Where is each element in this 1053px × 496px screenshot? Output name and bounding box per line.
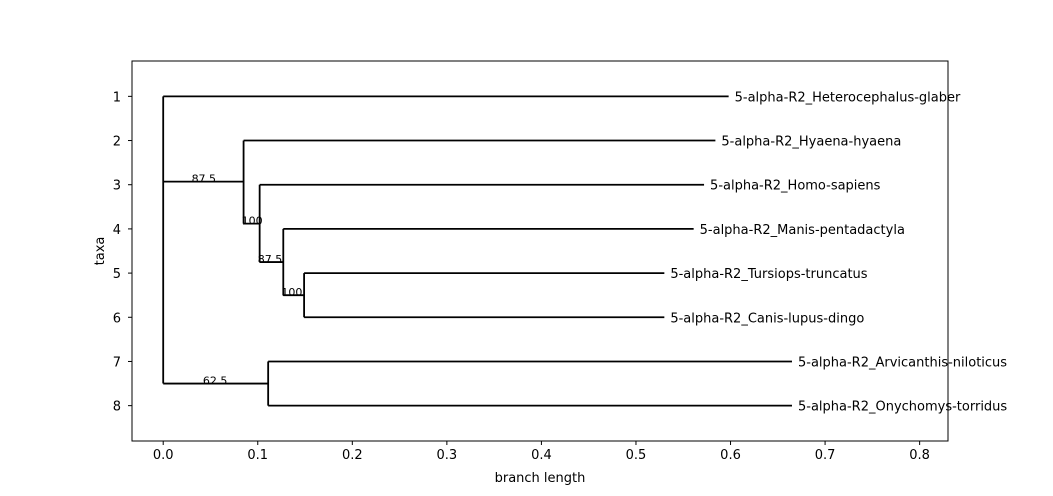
y-tick-label-7: 8 bbox=[113, 400, 121, 415]
y-tick-label-2: 3 bbox=[113, 179, 121, 194]
support-labels: 87.5 100 87.5 100 62.5 bbox=[192, 173, 303, 388]
y-tick-label-0: 1 bbox=[113, 90, 121, 105]
x-tick-label-2: 0.2 bbox=[342, 448, 363, 463]
taxon-label-2: 5-alpha-R2_Hyaena-hyaena bbox=[721, 135, 901, 150]
support-label-3: 100 bbox=[281, 286, 302, 299]
taxon-label-7: 5-alpha-R2_Arvicanthis-niloticus bbox=[798, 355, 1007, 370]
support-label-0: 87.5 bbox=[192, 173, 217, 186]
taxon-label-4: 5-alpha-R2_Manis-pentadactyla bbox=[700, 223, 905, 238]
support-label-4: 62.5 bbox=[203, 375, 228, 388]
support-label-1: 100 bbox=[242, 215, 263, 228]
x-axis-label: branch length bbox=[495, 471, 586, 486]
x-tick-label-7: 0.7 bbox=[815, 448, 836, 463]
x-tick-label-1: 0.1 bbox=[247, 448, 268, 463]
support-label-2: 87.5 bbox=[258, 253, 283, 266]
x-tick-label-8: 0.8 bbox=[909, 448, 930, 463]
tree-branches bbox=[162, 95, 792, 407]
x-axis-ticks: 0.0 0.1 0.2 0.3 0.4 0.5 0.6 0.7 0.8 bbox=[153, 441, 930, 463]
taxon-label-8: 5-alpha-R2_Onychomys-torridus bbox=[798, 400, 1007, 415]
y-axis-ticks: 1 2 3 4 5 6 7 8 bbox=[113, 90, 132, 415]
x-tick-label-4: 0.4 bbox=[531, 448, 552, 463]
y-tick-label-4: 5 bbox=[113, 267, 121, 282]
y-tick-label-5: 6 bbox=[113, 311, 121, 326]
x-tick-label-5: 0.5 bbox=[626, 448, 647, 463]
y-axis-label: taxa bbox=[93, 237, 108, 266]
y-tick-label-6: 7 bbox=[113, 355, 121, 370]
y-tick-label-3: 4 bbox=[113, 223, 121, 238]
x-tick-label-0: 0.0 bbox=[153, 448, 174, 463]
taxon-label-3: 5-alpha-R2_Homo-sapiens bbox=[710, 179, 881, 194]
taxon-label-5: 5-alpha-R2_Tursiops-truncatus bbox=[670, 267, 867, 282]
x-tick-label-3: 0.3 bbox=[437, 448, 458, 463]
y-tick-label-1: 2 bbox=[113, 135, 121, 150]
taxon-label-6: 5-alpha-R2_Canis-lupus-dingo bbox=[670, 311, 864, 326]
taxon-labels: 5-alpha-R2_Heterocephalus-glaber 5-alpha-… bbox=[670, 90, 1007, 414]
plot-frame bbox=[131, 60, 949, 442]
x-tick-label-6: 0.6 bbox=[720, 448, 741, 463]
taxon-label-1: 5-alpha-R2_Heterocephalus-glaber bbox=[735, 90, 961, 105]
